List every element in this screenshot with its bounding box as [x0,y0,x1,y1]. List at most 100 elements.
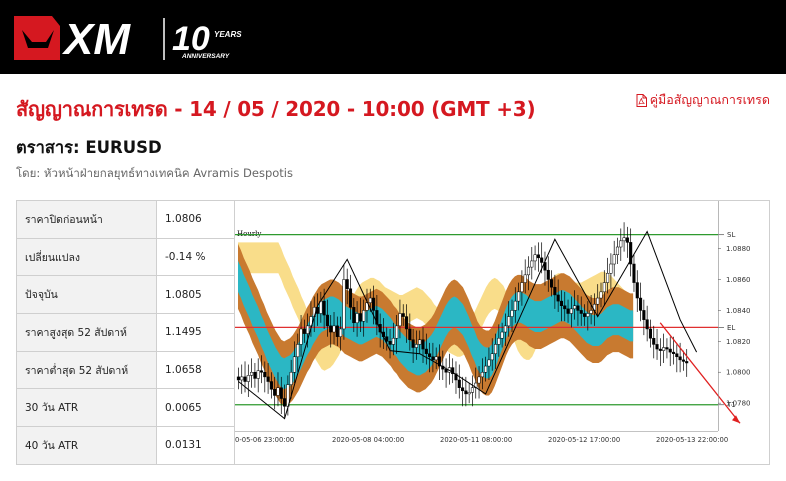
stat-label: ปัจจุบัน [16,275,157,315]
candle-body [335,325,339,337]
candle-body [464,390,468,395]
candle-body [576,305,580,311]
candle-body [457,379,461,388]
candle-body [243,376,247,382]
candle-body [279,387,283,399]
anniversary-label: ANNIVERSARY [181,53,230,60]
candle-body [283,398,287,407]
candle-body [461,387,465,392]
candle-body [658,348,662,351]
stat-label: ราคาปิดก่อนหน้า [16,200,157,239]
candle-body [642,310,646,320]
candle-body [259,370,264,373]
candle-body [391,337,395,345]
candle-body [635,282,639,299]
candle-body [401,313,405,317]
logo-text: XM [61,15,131,62]
x-tick-label: 2020-05-08 04:00:00 [332,436,404,444]
y-tick-label: 1.0840 [726,307,751,315]
candle-body [256,370,260,379]
xm-logo[interactable]: XM 10 YEARS ANNIVERSARY [14,14,242,62]
candle-body [662,347,666,351]
candle-body [606,273,610,283]
instrument-heading: ตราสาร: EURUSD [16,138,162,157]
site-header: XM 10 YEARS ANNIVERSARY [0,0,786,74]
band-inner [238,260,634,390]
candle-body [263,371,267,378]
candle-body [546,269,550,280]
candle-body [648,328,652,339]
candle-body [493,344,498,354]
stat-value: 1.0658 [156,350,235,390]
zigzag-line [238,230,698,420]
candle-body [418,339,422,345]
candle-body [398,313,402,327]
signal-guide-link[interactable]: คู่มือสัญญาณการเทรด [636,90,770,110]
candle-body [467,392,471,395]
candle-body [622,237,626,242]
candle-body [619,240,623,248]
candle-body [454,373,458,381]
candle-body [342,279,346,330]
candle-body [266,376,270,382]
stat-value: 1.0806 [156,200,235,239]
stat-value: 0.0131 [156,426,235,465]
candle-body [470,387,475,393]
candle-body [240,376,244,381]
candle-body [671,351,676,354]
candle-body [563,305,567,310]
forecast-arrow-head [732,415,740,424]
candle-body [507,316,511,327]
candle-body [639,297,643,311]
table-row: 40 วัน ATR 0.0131 [16,426,235,465]
candle-body [586,313,590,317]
candle-body [513,300,517,311]
candle-body [302,328,306,334]
candle-body [484,365,488,373]
candle-body [362,310,366,322]
candle-body [299,328,303,345]
candle-body [665,347,669,350]
candle-body [325,314,329,327]
bull-emblem-shape [14,16,60,60]
candle-body [358,313,362,322]
candle-body [523,274,527,283]
candle-body [596,297,600,305]
candle-body [530,260,534,268]
stats-table: ราคาปิดก่อนหน้า 1.0806 เปลี่ยนแปลง -0.14 %… [16,200,235,465]
x-tick-label: 2020-05-12 17:00:00 [548,436,620,444]
candle-body [355,313,359,324]
candle-body [559,300,564,307]
candle-body [540,257,544,263]
candle-body [395,325,399,339]
candle-body [309,316,313,327]
candle-body [520,282,524,293]
signal-chart: Hourly SL EL T1 1.0880 1.0860 1.0840 1.0820 1.0… [235,200,770,465]
candle-body [487,359,491,367]
candle-body [503,325,507,333]
table-row: ราคาปิดก่อนหน้า 1.0806 [16,200,235,239]
x-tick-label: 2020-05-13 22:00:00 [656,436,728,444]
candle-body [668,348,672,353]
candle-body [276,387,280,396]
stat-value: 0.0065 [156,388,235,428]
candle-body [500,331,504,339]
candle-body [645,319,649,330]
candle-body [236,376,240,381]
stat-label: ราคาต่ำสุด 52 สัปดาห์ [16,350,157,390]
candle-body [404,316,409,330]
candle-body [444,368,448,373]
candle-body [434,356,438,361]
candle-body [609,263,613,274]
y-tick-label: 1.0860 [726,276,751,284]
candle-body [553,286,557,296]
x-tick-label: 2020-05-11 08:00:00 [440,436,512,444]
level-label-t1: T1 [726,401,736,409]
candle-body [273,389,277,396]
table-row: ราคาสูงสุด 52 สัปดาห์ 1.1495 [16,313,235,352]
candle-body [477,376,481,384]
candle-body [411,339,415,348]
candle-body [510,310,514,317]
stat-label: เปลี่ยนแปลง [16,237,157,277]
candle-body [292,356,297,373]
